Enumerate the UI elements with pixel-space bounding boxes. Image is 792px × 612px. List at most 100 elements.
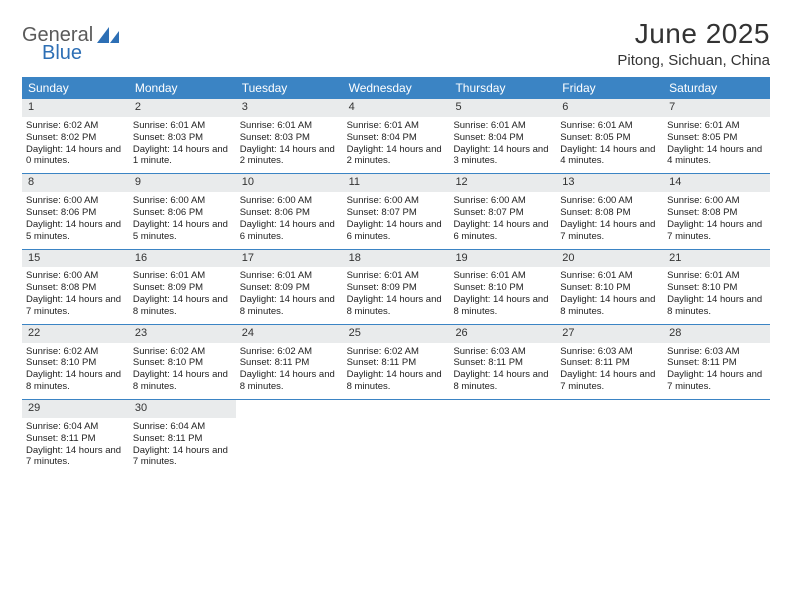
day-cell: 18Sunrise: 6:01 AMSunset: 8:09 PMDayligh… (343, 250, 450, 324)
sunset-text: Sunset: 8:04 PM (347, 132, 446, 144)
sunrise-text: Sunrise: 6:04 AM (26, 421, 125, 433)
day-number: 27 (556, 325, 663, 343)
daylight-text: Daylight: 14 hours and 5 minutes. (133, 219, 232, 243)
sunset-text: Sunset: 8:11 PM (26, 433, 125, 445)
sunset-text: Sunset: 8:11 PM (560, 357, 659, 369)
sunrise-text: Sunrise: 6:01 AM (453, 120, 552, 132)
sunset-text: Sunset: 8:05 PM (667, 132, 766, 144)
daylight-text: Daylight: 14 hours and 2 minutes. (240, 144, 339, 168)
sunrise-text: Sunrise: 6:01 AM (347, 120, 446, 132)
title-block: June 2025 Pitong, Sichuan, China (617, 18, 770, 69)
day-cell (236, 400, 343, 474)
daylight-text: Daylight: 14 hours and 6 minutes. (453, 219, 552, 243)
daylight-text: Daylight: 14 hours and 6 minutes. (240, 219, 339, 243)
day-number: 2 (129, 99, 236, 117)
day-header-sat: Saturday (663, 77, 770, 99)
day-number: 13 (556, 174, 663, 192)
day-cell: 29 Sunrise: 6:04 AMSunset: 8:11 PMDayligh… (22, 400, 129, 474)
sunset-text: Sunset: 8:10 PM (26, 357, 125, 369)
sunrise-text: Sunrise: 6:03 AM (667, 346, 766, 358)
sunset-text: Sunset: 8:08 PM (26, 282, 125, 294)
day-cell: 30Sunrise: 6:04 AMSunset: 8:11 PMDayligh… (129, 400, 236, 474)
sunrise-text: Sunrise: 6:00 AM (560, 195, 659, 207)
sunrise-text: Sunrise: 6:01 AM (560, 270, 659, 282)
sunrise-text: Sunrise: 6:00 AM (240, 195, 339, 207)
day-number: 25 (343, 325, 450, 343)
sunrise-text: Sunrise: 6:01 AM (133, 120, 232, 132)
day-cell: 9Sunrise: 6:00 AMSunset: 8:06 PMDaylight… (129, 174, 236, 248)
daylight-text: Daylight: 14 hours and 8 minutes. (667, 294, 766, 318)
day-number: 21 (663, 250, 770, 268)
day-cell: 11Sunrise: 6:00 AMSunset: 8:07 PMDayligh… (343, 174, 450, 248)
sunrise-text: Sunrise: 6:03 AM (560, 346, 659, 358)
day-cell (556, 400, 663, 474)
daylight-text: Daylight: 14 hours and 6 minutes. (347, 219, 446, 243)
day-cell: 6 Sunrise: 6:01 AMSunset: 8:05 PMDaylight… (556, 99, 663, 173)
sunrise-text: Sunrise: 6:00 AM (453, 195, 552, 207)
day-number: 6 (556, 99, 663, 117)
sunset-text: Sunset: 8:03 PM (240, 132, 339, 144)
daylight-text: Daylight: 14 hours and 4 minutes. (560, 144, 659, 168)
day-number: 16 (129, 250, 236, 268)
day-number: 28 (663, 325, 770, 343)
day-number: 29 (22, 400, 129, 418)
sunrise-text: Sunrise: 6:01 AM (560, 120, 659, 132)
day-cell: 27 Sunrise: 6:03 AMSunset: 8:11 PMDayligh… (556, 325, 663, 399)
day-number: 3 (236, 99, 343, 117)
day-header-wed: Wednesday (343, 77, 450, 99)
day-cell: 22 Sunrise: 6:02 AMSunset: 8:10 PMDayligh… (22, 325, 129, 399)
sunrise-text: Sunrise: 6:02 AM (26, 120, 125, 132)
day-header-row: Sunday Monday Tuesday Wednesday Thursday… (22, 77, 770, 99)
week-row: 15Sunrise: 6:00 AMSunset: 8:08 PMDayligh… (22, 250, 770, 325)
day-header-sun: Sunday (22, 77, 129, 99)
daylight-text: Daylight: 14 hours and 8 minutes. (133, 369, 232, 393)
day-cell: 3Sunrise: 6:01 AMSunset: 8:03 PMDaylight… (236, 99, 343, 173)
day-cell: 28Sunrise: 6:03 AMSunset: 8:11 PMDayligh… (663, 325, 770, 399)
sunrise-text: Sunrise: 6:00 AM (667, 195, 766, 207)
daylight-text: Daylight: 14 hours and 7 minutes. (667, 369, 766, 393)
location-label: Pitong, Sichuan, China (617, 52, 770, 69)
page-header: General Blue June 2025 Pitong, Sichuan, … (22, 18, 770, 69)
sunset-text: Sunset: 8:06 PM (240, 207, 339, 219)
sunset-text: Sunset: 8:02 PM (26, 132, 125, 144)
daylight-text: Daylight: 14 hours and 7 minutes. (560, 369, 659, 393)
day-cell: 19Sunrise: 6:01 AMSunset: 8:10 PMDayligh… (449, 250, 556, 324)
sunset-text: Sunset: 8:05 PM (560, 132, 659, 144)
weeks-container: 1Sunrise: 6:02 AMSunset: 8:02 PMDaylight… (22, 99, 770, 474)
day-cell (663, 400, 770, 474)
day-number: 9 (129, 174, 236, 192)
sunset-text: Sunset: 8:11 PM (453, 357, 552, 369)
day-number: 11 (343, 174, 450, 192)
sunset-text: Sunset: 8:03 PM (133, 132, 232, 144)
day-number: 22 (22, 325, 129, 343)
sunset-text: Sunset: 8:09 PM (347, 282, 446, 294)
daylight-text: Daylight: 14 hours and 8 minutes. (240, 369, 339, 393)
daylight-text: Daylight: 14 hours and 2 minutes. (347, 144, 446, 168)
day-cell: 5Sunrise: 6:01 AMSunset: 8:04 PMDaylight… (449, 99, 556, 173)
day-header-mon: Monday (129, 77, 236, 99)
sunrise-text: Sunrise: 6:01 AM (667, 270, 766, 282)
daylight-text: Daylight: 14 hours and 3 minutes. (453, 144, 552, 168)
day-header-tue: Tuesday (236, 77, 343, 99)
day-number: 12 (449, 174, 556, 192)
day-number: 20 (556, 250, 663, 268)
day-cell: 25Sunrise: 6:02 AMSunset: 8:11 PMDayligh… (343, 325, 450, 399)
daylight-text: Daylight: 14 hours and 8 minutes. (26, 369, 125, 393)
sunrise-text: Sunrise: 6:01 AM (240, 270, 339, 282)
day-cell: 2Sunrise: 6:01 AMSunset: 8:03 PMDaylight… (129, 99, 236, 173)
sunrise-text: Sunrise: 6:01 AM (667, 120, 766, 132)
sunrise-text: Sunrise: 6:00 AM (347, 195, 446, 207)
day-header-fri: Friday (556, 77, 663, 99)
brand-sail-icon (97, 27, 119, 43)
day-cell: 14Sunrise: 6:00 AMSunset: 8:08 PMDayligh… (663, 174, 770, 248)
sunrise-text: Sunrise: 6:00 AM (26, 270, 125, 282)
month-title: June 2025 (617, 18, 770, 50)
day-number: 14 (663, 174, 770, 192)
sunset-text: Sunset: 8:08 PM (560, 207, 659, 219)
daylight-text: Daylight: 14 hours and 7 minutes. (133, 445, 232, 469)
day-cell: 13Sunrise: 6:00 AMSunset: 8:08 PMDayligh… (556, 174, 663, 248)
sunset-text: Sunset: 8:11 PM (133, 433, 232, 445)
daylight-text: Daylight: 14 hours and 8 minutes. (133, 294, 232, 318)
sunrise-text: Sunrise: 6:02 AM (26, 346, 125, 358)
daylight-text: Daylight: 14 hours and 7 minutes. (26, 445, 125, 469)
